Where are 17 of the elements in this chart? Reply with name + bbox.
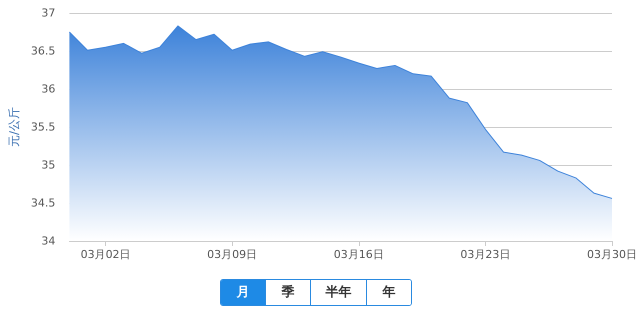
x-tick-label: 03月30日 [587,248,638,261]
x-tick-label: 03月23日 [460,248,510,261]
x-tick-label: 03月16日 [334,248,384,261]
y-tick-label: 34.5 [30,196,56,210]
y-tick-label: 36.5 [30,44,56,58]
y-tick-label: 37 [41,6,56,20]
text: 季 [265,280,310,305]
y-tick-label: 36 [41,82,56,96]
y-tick-label: 34 [41,234,56,248]
y-tick-label: 35.5 [30,120,56,134]
y-axis-title: 元/公斤 [7,106,21,148]
x-tick-label: 03月09日 [207,248,258,261]
x-tick-label: 03月02日 [80,248,131,261]
text: 月 [221,280,265,305]
y-tick-label: 35 [41,158,56,172]
text: 年 [366,280,411,305]
text: 半年 [310,280,366,305]
